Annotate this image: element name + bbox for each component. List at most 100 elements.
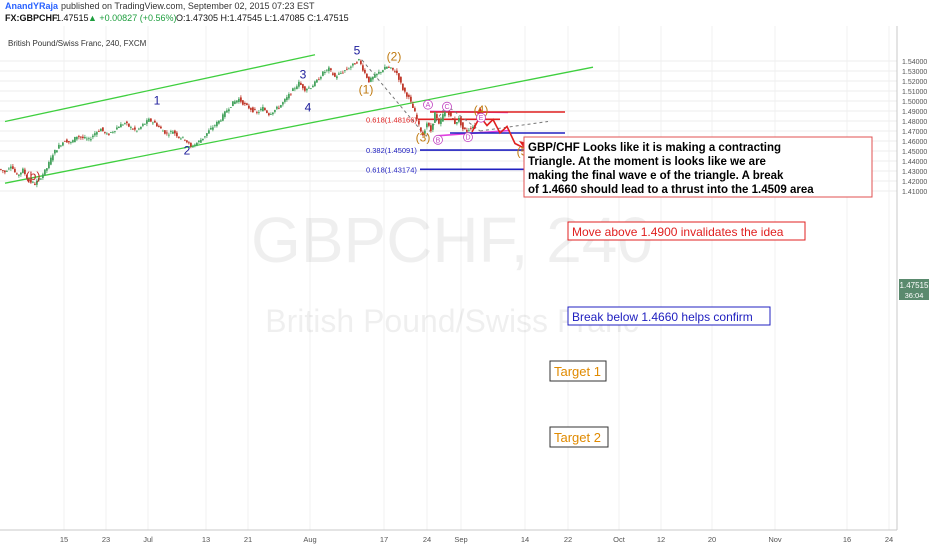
candle-body [272, 112, 274, 115]
last-price: 1.47515 [56, 13, 89, 23]
time-tick-label: Jul [143, 535, 153, 544]
candle-body [234, 101, 236, 104]
confirm-box [567, 306, 771, 326]
candle-body [152, 122, 154, 124]
candle-body [124, 123, 126, 124]
candle-body [246, 103, 248, 105]
candle-body [28, 178, 30, 182]
price-tick-label: 1.54000 [902, 59, 927, 66]
time-tick-label: 17 [380, 535, 388, 544]
candle-body [108, 133, 110, 135]
candle-body [334, 73, 336, 77]
candle-body [22, 168, 24, 173]
candle-body [342, 72, 344, 74]
candle-body [464, 127, 466, 130]
candle-body [354, 63, 356, 65]
candle-body [266, 110, 268, 113]
candle-body [350, 66, 352, 68]
time-tick-label: 24 [423, 535, 431, 544]
callout-line-3: making the final wave e of the triangle.… [528, 170, 784, 182]
candle-body [6, 171, 8, 172]
candle-body [276, 106, 278, 109]
candle-body [116, 127, 118, 130]
candle-body [306, 88, 308, 91]
price-tick-label: 1.42000 [902, 179, 927, 186]
candle-body [102, 127, 104, 131]
target2-box [549, 426, 609, 448]
candle-body [454, 118, 456, 124]
candle-body [92, 135, 94, 138]
candle-body [396, 70, 398, 74]
triangle-wave-circle [433, 134, 443, 145]
candle-body [126, 121, 128, 124]
triangle-wave-letter: D [465, 135, 470, 142]
chart-header: AnandYRaja published on TradingView.com,… [0, 0, 932, 26]
candle-body [312, 85, 314, 88]
time-tick-label: Oct [613, 535, 626, 544]
callout-line-4: of 1.4660 should lead to a thrust into t… [528, 184, 814, 196]
time-tick-label: Aug [303, 535, 316, 544]
author-link[interactable]: AnandYRaja [5, 1, 59, 11]
candle-body [410, 96, 412, 102]
candle-body [162, 130, 164, 132]
target2-text: Target 2 [554, 430, 601, 445]
candle-body [290, 93, 292, 95]
candle-body [174, 130, 176, 134]
candle-body [88, 138, 90, 140]
candle-body [326, 69, 328, 71]
price-tick-label: 1.47000 [902, 129, 927, 136]
candle-body [180, 138, 182, 140]
candle-body [110, 132, 112, 133]
countdown-box [899, 290, 929, 300]
candle-body [442, 114, 444, 122]
candle-body [30, 179, 32, 183]
candle-body [46, 168, 48, 171]
time-tick-label: 15 [60, 535, 68, 544]
candle-body [202, 138, 204, 141]
price-axis: 1.54000 1.53000 1.52000 1.51000 1.50000 1.490… [896, 26, 927, 530]
candle-body [128, 123, 130, 127]
confirm-text: Break below 1.4660 helps confirm [572, 310, 753, 324]
candle-body [182, 136, 184, 138]
candle-body [114, 130, 116, 132]
candle-body [146, 120, 148, 124]
wave-label: (4) [474, 103, 489, 117]
candle-body [420, 127, 422, 132]
main-callout-box [523, 136, 873, 198]
candle-body [252, 107, 254, 113]
candle-body [286, 97, 288, 101]
candle-body [24, 169, 26, 175]
wave-label: (b) [26, 169, 41, 183]
candle-body [70, 142, 72, 143]
candle-body [392, 67, 394, 70]
candle-body [456, 122, 458, 124]
callout-line-2: Triangle. At the moment is looks like we… [528, 156, 766, 168]
candle-body [10, 166, 12, 169]
candle-body [322, 71, 324, 76]
wave-labels: 0.618(1.48166) 0.382(1.45091) 0.618(1.4317… [26, 44, 532, 184]
candle-body [138, 128, 140, 130]
candle-body [158, 125, 160, 127]
triangle-wave-letter: C [444, 104, 449, 111]
candle-body [324, 71, 326, 73]
wave-label: 3 [300, 68, 307, 82]
candle-body [398, 73, 400, 80]
candle-body [48, 162, 50, 169]
last-price-marker: 1.47515 36:04 [899, 279, 929, 300]
wave-label: 2 [184, 144, 191, 158]
candle-body [84, 137, 86, 139]
candle-body [438, 119, 440, 124]
trend-lines [4, 54, 594, 184]
candle-body [452, 118, 454, 120]
candle-body [412, 103, 414, 108]
time-tick-label: Nov [768, 535, 782, 544]
candle-body [430, 125, 432, 132]
candle-body [332, 73, 334, 75]
candle-body [248, 105, 250, 109]
candle-body [360, 60, 362, 65]
candle-body [98, 131, 100, 132]
candle-body [142, 124, 144, 126]
candle-body [402, 83, 404, 90]
time-tick-label: 23 [102, 535, 110, 544]
